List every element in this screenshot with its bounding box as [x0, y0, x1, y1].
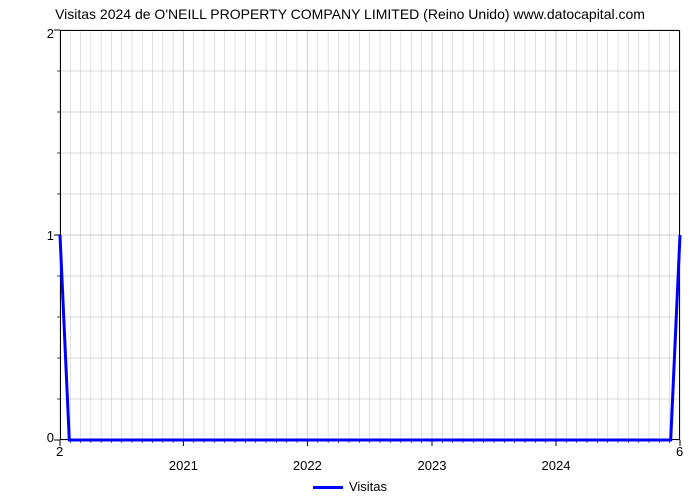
- y-tick-0: 0: [24, 430, 54, 445]
- legend-swatch: [313, 486, 343, 489]
- x-tick-2024: 2024: [542, 458, 571, 473]
- x-tick-2021: 2021: [169, 458, 198, 473]
- chart-title: Visitas 2024 de O'NEILL PROPERTY COMPANY…: [0, 6, 700, 22]
- x-tick-2023: 2023: [418, 458, 447, 473]
- x-start-label: 2: [56, 444, 63, 459]
- x-end-label: 6: [676, 444, 683, 459]
- legend-label: Visitas: [349, 479, 387, 494]
- y-tick-2: 2: [24, 26, 54, 41]
- plot-area: [60, 30, 680, 440]
- chart-container: Visitas 2024 de O'NEILL PROPERTY COMPANY…: [0, 0, 700, 500]
- x-tick-2022: 2022: [293, 458, 322, 473]
- chart-svg: [52, 28, 688, 452]
- y-tick-1: 1: [24, 228, 54, 243]
- legend: Visitas: [0, 479, 700, 494]
